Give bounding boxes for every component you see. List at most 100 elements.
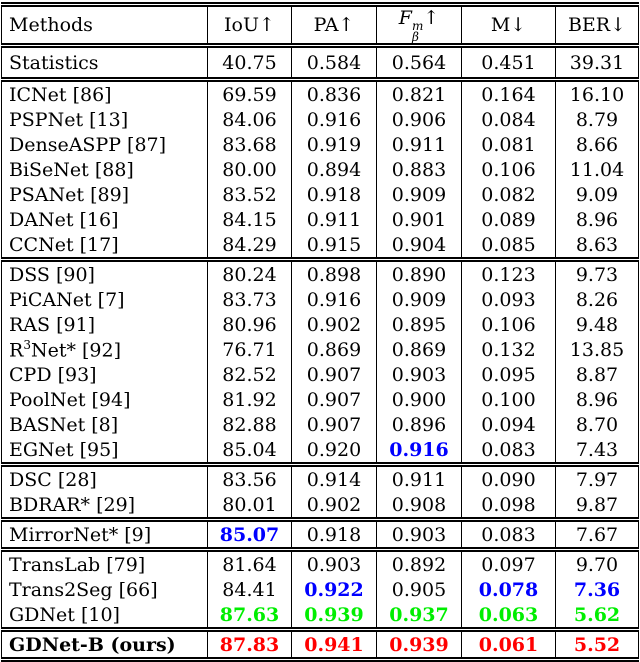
metric-value: 0.123 xyxy=(461,257,556,287)
method-name: PSPNet [13] xyxy=(1,107,208,132)
method-name-text: R xyxy=(9,339,24,362)
metric-value: 0.900 xyxy=(376,387,462,412)
method-name: PSANet [89] xyxy=(1,182,208,207)
metric-value: 0.132 xyxy=(461,337,556,362)
table-row: BDRAR* [29] 80.01 0.902 0.908 0.098 9.87 xyxy=(1,492,639,520)
metric-value: 8.70 xyxy=(555,412,639,437)
method-name: BiSeNet [88] xyxy=(1,157,208,182)
table-row: CPD [93] 82.52 0.907 0.903 0.095 8.87 xyxy=(1,362,639,387)
metric-value: 84.15 xyxy=(207,207,292,232)
metric-value: 8.87 xyxy=(555,362,639,387)
method-name: DenseASPP [87] xyxy=(1,132,208,157)
metric-value: 83.56 xyxy=(207,462,292,492)
table-row: PiCANet [7] 83.73 0.916 0.909 0.093 8.26 xyxy=(1,287,639,312)
metric-value: 9.70 xyxy=(555,547,639,577)
metric-value: 0.907 xyxy=(291,362,377,387)
method-name: ICNet [86] xyxy=(1,77,208,107)
metric-value: 0.083 xyxy=(461,517,556,550)
col-header-methods: Methods xyxy=(1,4,208,48)
table-body: Statistics 40.75 0.584 0.564 0.451 39.31 ICNet… xyxy=(1,45,639,660)
metric-value: 0.836 xyxy=(291,77,377,107)
metric-value: 0.937 xyxy=(376,602,462,630)
metric-value: 0.902 xyxy=(291,492,377,520)
metric-value: 0.821 xyxy=(376,77,462,107)
table-row: PSPNet [13] 84.06 0.916 0.906 0.084 8.79 xyxy=(1,107,639,132)
metric-value: 0.906 xyxy=(376,107,462,132)
metric-value: 0.918 xyxy=(291,517,377,550)
metric-value: 11.04 xyxy=(555,157,639,182)
metric-value: 0.905 xyxy=(376,577,462,602)
metric-value: 69.59 xyxy=(207,77,292,107)
metric-value: 0.919 xyxy=(291,132,377,157)
table-row: DSS [90] 80.24 0.898 0.890 0.123 9.73 xyxy=(1,257,639,287)
method-name: DANet [16] xyxy=(1,207,208,232)
method-name: CPD [93] xyxy=(1,362,208,387)
metric-value: 80.01 xyxy=(207,492,292,520)
metric-value: 8.96 xyxy=(555,207,639,232)
metric-value: 0.902 xyxy=(291,312,377,337)
metric-value: 0.061 xyxy=(461,627,556,660)
metric-value: 0.896 xyxy=(376,412,462,437)
metric-value: 7.97 xyxy=(555,462,639,492)
table-row: BASNet [8] 82.88 0.907 0.896 0.094 8.70 xyxy=(1,412,639,437)
metric-value: 84.29 xyxy=(207,232,292,260)
metric-value: 0.915 xyxy=(291,232,377,260)
table-row: R3Net* [92] 76.71 0.869 0.869 0.132 13.85 xyxy=(1,337,639,362)
metric-value: 0.082 xyxy=(461,182,556,207)
method-name: CCNet [17] xyxy=(1,232,208,260)
metric-value: 0.918 xyxy=(291,182,377,207)
table-row: PoolNet [94] 81.92 0.907 0.900 0.100 8.96 xyxy=(1,387,639,412)
metric-value: 0.920 xyxy=(291,437,377,465)
metric-value: 0.939 xyxy=(291,602,377,630)
metric-value: 0.564 xyxy=(376,45,462,80)
metric-value: 0.084 xyxy=(461,107,556,132)
table-row: DSC [28] 83.56 0.914 0.911 0.090 7.97 xyxy=(1,462,639,492)
metric-value: 0.081 xyxy=(461,132,556,157)
metric-value: 8.66 xyxy=(555,132,639,157)
metric-value: 0.106 xyxy=(461,157,556,182)
metric-value: 5.52 xyxy=(555,627,639,660)
fbeta-subscript: β xyxy=(411,30,419,44)
metric-value: 0.083 xyxy=(461,437,556,465)
col-header-pa: PA↑ xyxy=(291,4,377,48)
metric-value: 80.00 xyxy=(207,157,292,182)
metric-value: 81.64 xyxy=(207,547,292,577)
metric-value: 0.890 xyxy=(376,257,462,287)
metric-value: 8.26 xyxy=(555,287,639,312)
col-header-ber: BER↓ xyxy=(555,4,639,48)
metric-value: 0.941 xyxy=(291,627,377,660)
metric-value: 9.87 xyxy=(555,492,639,520)
metric-value: 0.922 xyxy=(291,577,377,602)
metric-value: 0.898 xyxy=(291,257,377,287)
method-name: DSS [90] xyxy=(1,257,208,287)
metric-value: 0.909 xyxy=(376,287,462,312)
fbeta-symbol: F xyxy=(398,7,412,29)
metric-value: 0.911 xyxy=(291,207,377,232)
metric-value: 0.901 xyxy=(376,207,462,232)
method-name: EGNet [95] xyxy=(1,437,208,465)
metric-value: 8.63 xyxy=(555,232,639,260)
metric-value: 0.584 xyxy=(291,45,377,80)
metric-value: 0.063 xyxy=(461,602,556,630)
method-name: R3Net* [92] xyxy=(1,337,208,362)
metric-value: 8.79 xyxy=(555,107,639,132)
metric-value: 0.903 xyxy=(376,362,462,387)
metric-value: 0.892 xyxy=(376,547,462,577)
metric-value: 0.916 xyxy=(376,437,462,465)
metric-value: 0.090 xyxy=(461,462,556,492)
metric-value: 0.911 xyxy=(376,462,462,492)
metric-value: 7.43 xyxy=(555,437,639,465)
metric-value: 82.88 xyxy=(207,412,292,437)
metric-value: 87.83 xyxy=(207,627,292,660)
metric-value: 0.089 xyxy=(461,207,556,232)
col-header-iou: IoU↑ xyxy=(207,4,292,48)
metric-value: 0.095 xyxy=(461,362,556,387)
metric-value: 81.92 xyxy=(207,387,292,412)
metric-value: 7.36 xyxy=(555,577,639,602)
metric-value: 0.097 xyxy=(461,547,556,577)
table-row: DANet [16] 84.15 0.911 0.901 0.089 8.96 xyxy=(1,207,639,232)
